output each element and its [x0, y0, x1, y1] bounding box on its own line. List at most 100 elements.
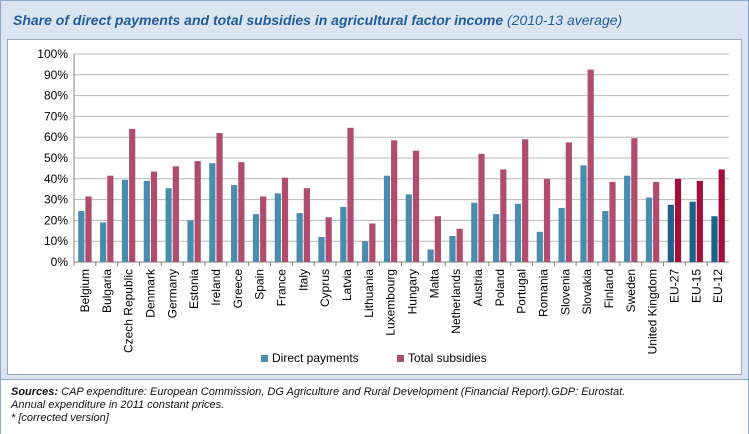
bar-direct-payments [558, 207, 565, 262]
x-tick-label: Latvia [340, 269, 354, 301]
bar-total-subsidies [216, 133, 223, 262]
bar-direct-payments [427, 249, 434, 262]
bar-total-subsidies [194, 161, 201, 262]
legend-swatch-direct-payments [261, 355, 268, 362]
legend-label-direct-payments: Direct payments [272, 351, 359, 365]
bar-direct-payments [209, 163, 216, 262]
x-tick-label: Italy [296, 269, 310, 291]
bar-total-subsidies [369, 223, 376, 262]
y-tick-label: 80% [44, 89, 68, 103]
bar-total-subsidies [412, 150, 420, 262]
bar-direct-payments [78, 211, 85, 262]
bar-total-subsidies [129, 128, 136, 262]
x-tick-label: Ireland [209, 269, 223, 306]
bar-total-subsidies [674, 178, 682, 262]
bar-total-subsidies [434, 216, 441, 262]
bar-direct-payments [624, 175, 631, 262]
bar-total-subsidies [172, 166, 179, 262]
bar-total-subsidies [696, 180, 703, 262]
legend-swatch-total-subsidies [397, 355, 404, 362]
x-tick-label: Hungary [405, 269, 419, 314]
bar-total-subsidies [478, 153, 485, 262]
bar-direct-payments [405, 194, 412, 262]
x-tick-label: Estonia [187, 269, 201, 309]
y-tick-label: 0% [51, 255, 69, 269]
x-tick-label: Spain [253, 269, 267, 300]
y-tick-label: 90% [44, 68, 68, 82]
x-tick-label: Sweden [624, 269, 638, 312]
x-tick-label: Portugal [515, 269, 529, 314]
bar-direct-payments [274, 193, 281, 262]
sources-line3: * [corrected version] [11, 412, 109, 424]
x-tick-label: United Kingdom [646, 269, 660, 354]
bar-total-subsidies [107, 175, 114, 262]
bar-direct-payments [252, 214, 260, 262]
bar-total-subsidies [281, 177, 289, 262]
x-tick-label: Austria [471, 269, 485, 307]
bar-total-subsidies [500, 169, 507, 262]
bar-total-subsidies [85, 196, 92, 262]
bar-total-subsidies [522, 139, 529, 262]
x-tick-label: Slovenia [558, 269, 572, 315]
y-tick-label: 100% [37, 47, 68, 61]
bar-total-subsidies [565, 142, 572, 262]
bar-direct-payments [449, 236, 456, 262]
bar-direct-payments [187, 220, 194, 262]
bar-direct-payments [318, 237, 325, 262]
bar-direct-payments [121, 179, 129, 262]
bar-direct-payments [493, 214, 500, 262]
x-tick-label: Finland [602, 269, 616, 308]
x-tick-label: Greece [231, 269, 245, 309]
bar-total-subsidies [653, 181, 660, 262]
y-tick-label: 50% [44, 151, 68, 165]
bar-direct-payments [580, 165, 587, 262]
x-tick-label: Bulgaria [100, 269, 114, 313]
x-tick-label: Denmark [143, 268, 157, 318]
bar-direct-payments [689, 201, 696, 262]
bar-direct-payments [100, 222, 107, 262]
x-tick-label: EU-27 [667, 269, 681, 303]
x-tick-label: Czech Republic [122, 269, 136, 353]
sources-footer: Sources: CAP expenditure: European Commi… [1, 379, 748, 434]
x-tick-label: EU-12 [711, 269, 725, 303]
bar-total-subsidies [325, 217, 332, 262]
bar-direct-payments [602, 211, 609, 262]
x-tick-label: Netherlands [449, 269, 463, 334]
sources-text: CAP expenditure: European Commission, DG… [61, 386, 626, 398]
x-tick-label: Poland [493, 269, 507, 306]
x-tick-label: EU-15 [689, 269, 703, 303]
y-tick-label: 40% [44, 172, 68, 186]
y-tick-label: 60% [44, 130, 68, 144]
bar-direct-payments [471, 202, 478, 262]
y-tick-label: 10% [44, 234, 68, 248]
bar-total-subsidies [150, 171, 158, 262]
bar-direct-payments [165, 188, 172, 262]
bar-direct-payments [231, 185, 238, 262]
chart-subtitle: (2010-13 average) [507, 12, 623, 28]
bar-direct-payments [143, 180, 150, 262]
bar-direct-payments [514, 203, 522, 262]
bar-total-subsidies [238, 162, 245, 262]
x-tick-label: Slovakia [580, 269, 594, 315]
bar-direct-payments [362, 241, 369, 262]
bar-total-subsidies [303, 188, 310, 262]
bar-total-subsidies [631, 138, 638, 262]
x-tick-label: Romania [536, 269, 550, 317]
x-tick-label: France [274, 269, 288, 307]
bar-direct-payments [645, 197, 653, 262]
bar-chart: 0% 10% 20% 30% 40% 50% 60% 70% 80% 90% 100% Belgium… [37, 47, 729, 365]
bar-direct-payments [383, 175, 391, 262]
x-tick-label: Belgium [78, 269, 92, 312]
bar-direct-payments [667, 204, 674, 262]
bar-total-subsidies [609, 181, 616, 262]
x-tick-label: Malta [427, 269, 441, 299]
bar-total-subsidies [587, 69, 594, 262]
bar-total-subsidies [347, 127, 354, 262]
bar-total-subsidies [456, 228, 463, 262]
bar-direct-payments [296, 213, 303, 262]
bar-total-subsidies [543, 178, 551, 262]
x-tick-label: Lithuania [362, 269, 376, 318]
bar-direct-payments [711, 216, 718, 262]
chart-area: 0% 10% 20% 30% 40% 50% 60% 70% 80% 90% 100% Belgium… [7, 39, 742, 375]
